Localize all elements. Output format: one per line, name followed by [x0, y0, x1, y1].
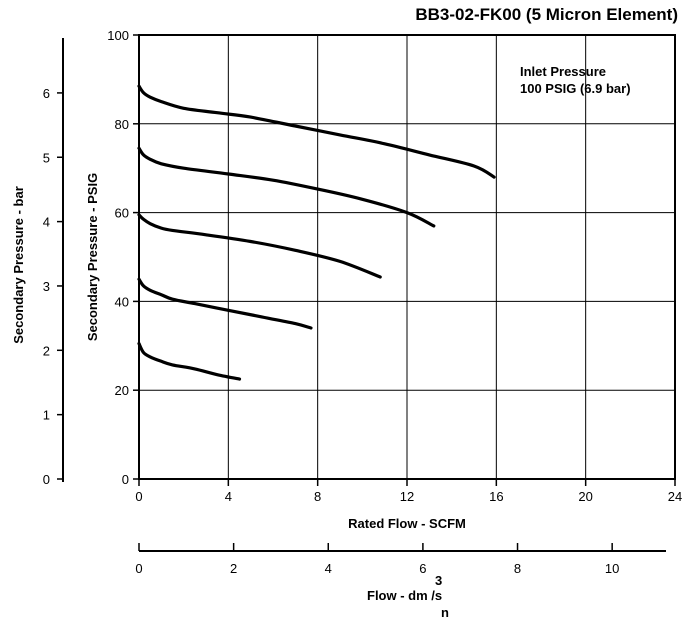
- y2-tick-label: 6: [43, 86, 50, 101]
- y-tick-label: 20: [115, 383, 129, 398]
- x-axis: 0 4 8 12 16 20 24: [135, 479, 682, 504]
- y-axis: 0 20 40 60 80 100: [107, 28, 139, 487]
- x2-axis-label-superscript: 3: [435, 573, 442, 588]
- annotation-line-2: 100 PSIG (6.9 bar): [520, 81, 631, 96]
- y2-axis: 0 1 2 3 4 5 6: [43, 86, 63, 487]
- x2-tick-label: 10: [605, 561, 619, 576]
- x-tick-label: 24: [668, 489, 682, 504]
- annotation-line-1: Inlet Pressure: [520, 64, 606, 79]
- y-axis-label: Secondary Pressure - PSIG: [85, 173, 100, 341]
- y2-tick-label: 1: [43, 408, 50, 423]
- y-tick-label: 80: [115, 117, 129, 132]
- x-axis-label: Rated Flow - SCFM: [348, 516, 466, 531]
- chart-title: BB3-02-FK00 (5 Micron Element): [415, 5, 678, 24]
- series-line-4: [137, 146, 436, 228]
- series-line-2: [137, 277, 313, 330]
- x2-tick-label: 2: [230, 561, 237, 576]
- x-tick-label: 4: [225, 489, 232, 504]
- series-group: [137, 84, 496, 381]
- y2-tick-label: 2: [43, 343, 50, 358]
- y-tick-label: 100: [107, 28, 129, 43]
- y2-axis-label: Secondary Pressure - bar: [11, 186, 26, 344]
- y-tick-label: 0: [122, 472, 129, 487]
- y2-tick-label: 5: [43, 150, 50, 165]
- x2-tick-label: 8: [514, 561, 521, 576]
- y2-tick-label: 0: [43, 472, 50, 487]
- y-tick-label: 40: [115, 294, 129, 309]
- x2-axis-label: Flow - dm /s: [367, 588, 442, 603]
- x-tick-label: 0: [135, 489, 142, 504]
- x2-tick-label: 6: [419, 561, 426, 576]
- x-tick-label: 8: [314, 489, 321, 504]
- inlet-pressure-note: Inlet Pressure 100 PSIG (6.9 bar): [520, 64, 631, 96]
- x2-tick-label: 0: [135, 561, 142, 576]
- grid: [139, 35, 675, 479]
- x2-tick-label: 4: [325, 561, 332, 576]
- x-tick-label: 20: [578, 489, 592, 504]
- y2-tick-label: 4: [43, 215, 50, 230]
- series-line-3: [137, 213, 382, 279]
- x2-axis-label-subscript: n: [441, 605, 449, 620]
- series-line-1: [137, 342, 242, 381]
- x-tick-label: 12: [400, 489, 414, 504]
- series-line-5: [137, 84, 496, 179]
- x2-axis: 0 2 4 6 8 10: [135, 543, 619, 576]
- x-tick-label: 16: [489, 489, 503, 504]
- y-tick-label: 60: [115, 206, 129, 221]
- y2-tick-label: 3: [43, 279, 50, 294]
